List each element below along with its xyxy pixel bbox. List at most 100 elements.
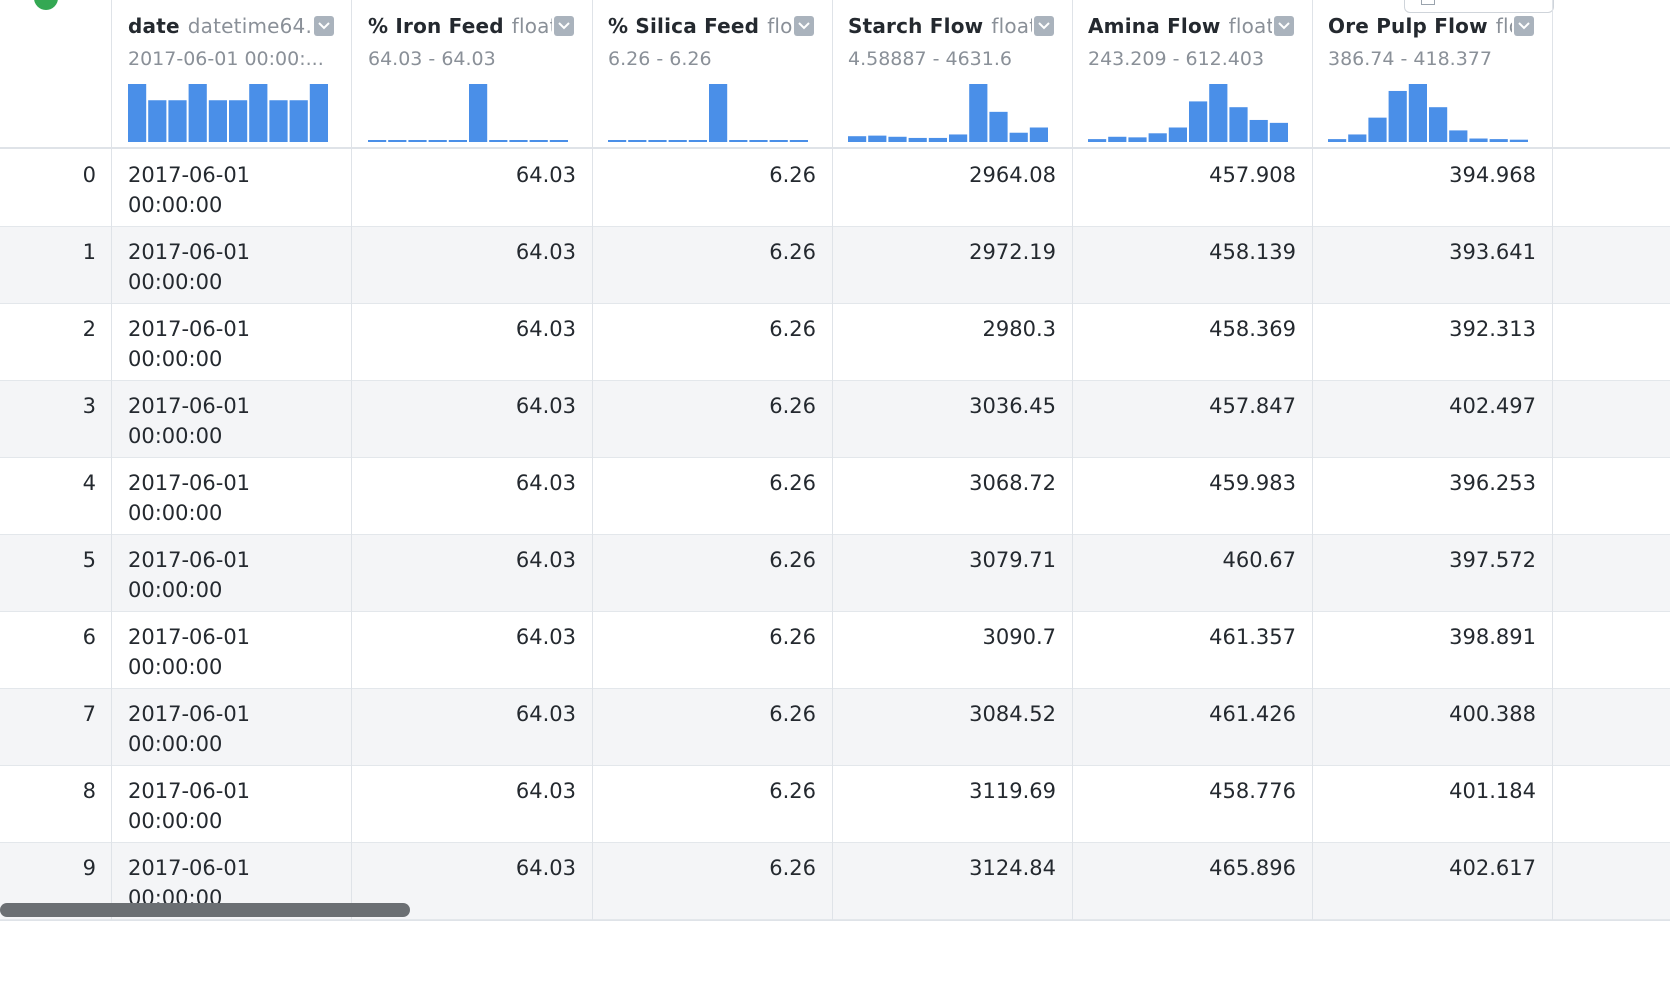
histogram-bar [529,140,548,142]
row-index: 5 [82,548,96,572]
date-cell: 2017-06-01 00:00:00 [128,545,250,605]
time-value: 00:00:00 [128,732,223,756]
histogram-bar [729,140,748,142]
chevron-down-icon[interactable] [1274,16,1294,36]
chevron-down-icon[interactable] [1034,16,1054,36]
row-index: 9 [82,856,96,880]
histogram-bar [1209,84,1228,142]
iron-cell: 64.03 [515,394,576,418]
iron-cell: 64.03 [515,317,576,341]
table-row[interactable]: 6 2017-06-01 00:00:00 64.03 6.26 3090.7 461.35… [0,612,1670,689]
ore-cell: 402.617 [1449,856,1536,880]
column-header-iron-feed[interactable]: % Iron Feed float... 64.03 - 64.03 [352,0,592,149]
chevron-down-icon[interactable] [1514,16,1534,36]
table-row[interactable]: 7 2017-06-01 00:00:00 64.03 6.26 3084.52 461.4… [0,689,1670,766]
histogram-bar [188,84,207,142]
starch-cell: 3036.45 [969,394,1056,418]
column-header-date[interactable]: date datetime64... 2017-06-01 00:00:... [112,0,352,149]
row-index: 8 [82,779,96,803]
column-header-silica-feed[interactable]: % Silica Feed flo... 6.26 - 6.26 [592,0,832,149]
histogram-bar [848,136,867,142]
histogram-bar [489,140,508,142]
column-divider [1312,0,1313,921]
histogram-bar [249,84,268,142]
histogram-bar [1408,84,1427,142]
starch-cell: 3124.84 [969,856,1056,880]
histogram-bar [1249,119,1268,142]
ore-cell: 393.641 [1449,240,1536,264]
row-index: 4 [82,471,96,495]
ore-cell: 397.572 [1449,548,1536,572]
column-header-ore-pulp-flow[interactable]: Ore Pulp Flow flo... 386.74 - 418.377 [1312,0,1552,149]
table-row[interactable]: 8 2017-06-01 00:00:00 64.03 6.26 3119.69 458.7… [0,766,1670,843]
row-index: 1 [82,240,96,264]
iron-cell: 64.03 [515,625,576,649]
status-check-icon [34,0,58,10]
histogram-bar [969,84,988,142]
date-value: 2017-06-01 [128,779,251,803]
histogram-bar [668,140,687,142]
chevron-down-icon[interactable] [554,16,574,36]
table-row[interactable]: 1 2017-06-01 00:00:00 64.03 6.26 2972.19 458.1… [0,227,1670,304]
histogram-bar [769,140,788,142]
column-name: date [128,14,180,38]
column-range: 64.03 - 64.03 [368,48,496,70]
starch-cell: 3079.71 [969,548,1056,572]
column-type: flo... [767,14,792,38]
table-row[interactable]: 2 2017-06-01 00:00:00 64.03 6.26 2980.3 458.36… [0,304,1670,381]
histogram-bar [1009,132,1028,142]
date-value: 2017-06-01 [128,702,251,726]
row-index: 3 [82,394,96,418]
column-header-amina-flow[interactable]: Amina Flow float... 243.209 - 612.403 [1072,0,1312,149]
starch-cell: 2980.3 [982,317,1056,341]
silica-cell: 6.26 [769,856,816,880]
table-row[interactable]: 4 2017-06-01 00:00:00 64.03 6.26 3068.72 459.9… [0,458,1670,535]
date-cell: 2017-06-01 00:00:00 [128,468,250,528]
silica-cell: 6.26 [769,317,816,341]
date-cell: 2017-06-01 00:00:00 [128,699,250,759]
column-divider [592,0,593,921]
amina-cell: 460.67 [1222,548,1296,572]
histogram-bar [1128,137,1147,142]
time-value: 00:00:00 [128,270,223,294]
date-value: 2017-06-01 [128,548,251,572]
column-header-starch-flow[interactable]: Starch Flow float... 4.58887 - 4631.6 [832,0,1072,149]
histogram-bar [949,134,968,142]
histogram-bar [1029,127,1048,142]
time-value: 00:00:00 [128,501,223,525]
histogram-bar [1328,139,1347,142]
starch-cell: 3068.72 [969,471,1056,495]
histogram-bar [1269,122,1288,142]
time-value: 00:00:00 [128,809,223,833]
histogram-bar [549,140,568,142]
amina-cell: 461.426 [1209,702,1296,726]
histogram-bar [1429,107,1448,142]
silica-cell: 6.26 [769,548,816,572]
column-divider [1072,0,1073,921]
column-name: Starch Flow [848,14,984,38]
histogram-bar [148,100,167,142]
table-row[interactable]: 9 2017-06-01 00:00:00 64.03 6.26 3124.84 465.8… [0,843,1670,920]
column-divider [111,0,112,921]
histogram-bar [509,140,528,142]
table-row[interactable]: 5 2017-06-01 00:00:00 64.03 6.26 3079.71 460.6… [0,535,1670,612]
chevron-down-icon[interactable] [794,16,814,36]
histogram-bar [1449,130,1468,142]
iron-cell: 64.03 [515,548,576,572]
column-type: datetime64... [187,14,312,38]
toolbar-button[interactable] [1404,0,1554,13]
table-row[interactable]: 3 2017-06-01 00:00:00 64.03 6.26 3036.45 457.8… [0,381,1670,458]
histogram-bar [1469,138,1488,142]
horizontal-scrollbar[interactable] [0,903,410,917]
column-histogram [128,84,328,142]
iron-cell: 64.03 [515,856,576,880]
chevron-down-icon[interactable] [314,16,334,36]
histogram-bar [1388,90,1407,142]
time-value: 00:00:00 [128,578,223,602]
silica-cell: 6.26 [769,625,816,649]
histogram-bar [749,140,768,142]
silica-cell: 6.26 [769,779,816,803]
date-cell: 2017-06-01 00:00:00 [128,160,250,220]
date-value: 2017-06-01 [128,625,251,649]
table-row[interactable]: 0 2017-06-01 00:00:00 64.03 6.26 2964.08 457.9… [0,150,1670,227]
